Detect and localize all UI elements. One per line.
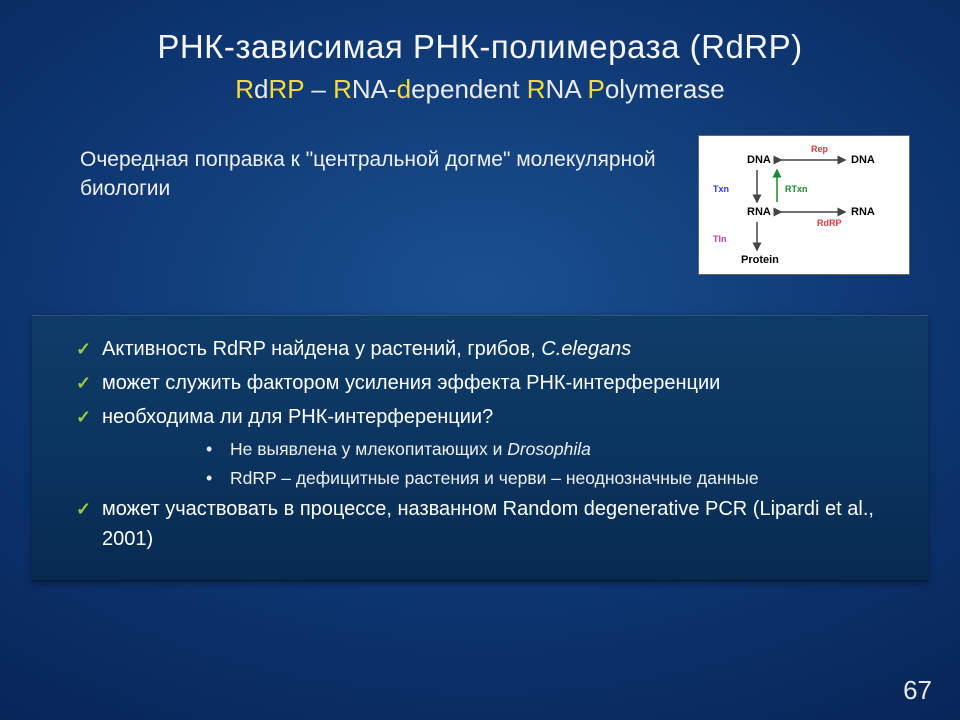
bullet-level1: необходима ли для РНК-интерференции? [76, 402, 908, 432]
title-sub: RdRP – RNA-dependent RNA Polymerase [60, 74, 900, 105]
content-box: Активность RdRP найдена у растений, гриб… [32, 315, 928, 581]
intro-text: Очередная поправка к "центральной догме"… [80, 135, 698, 204]
bullet-level1: Активность RdRP найдена у растений, гриб… [76, 334, 908, 364]
bullet-level1: может участвовать в процессе, названном … [76, 494, 908, 554]
bullet-level2: RdRP – дефицитные растения и черви – нео… [206, 465, 908, 492]
title-block: РНК-зависимая РНК-полимераза (RdRP) RdRP… [0, 0, 960, 111]
title-main: РНК-зависимая РНК-полимераза (RdRP) [60, 28, 900, 66]
central-dogma-diagram: DNA DNA RNA RNA Protein Rep Txn RTxn RdR… [698, 135, 910, 275]
mid-row: Очередная поправка к "центральной догме"… [0, 111, 960, 275]
bullet-level1: может служить фактором усиления эффекта … [76, 368, 908, 398]
bullet-level2: Не выявлена у млекопитающих и Drosophila [206, 436, 908, 463]
page-number: 67 [903, 675, 932, 706]
dg-arrows-svg [699, 136, 911, 276]
